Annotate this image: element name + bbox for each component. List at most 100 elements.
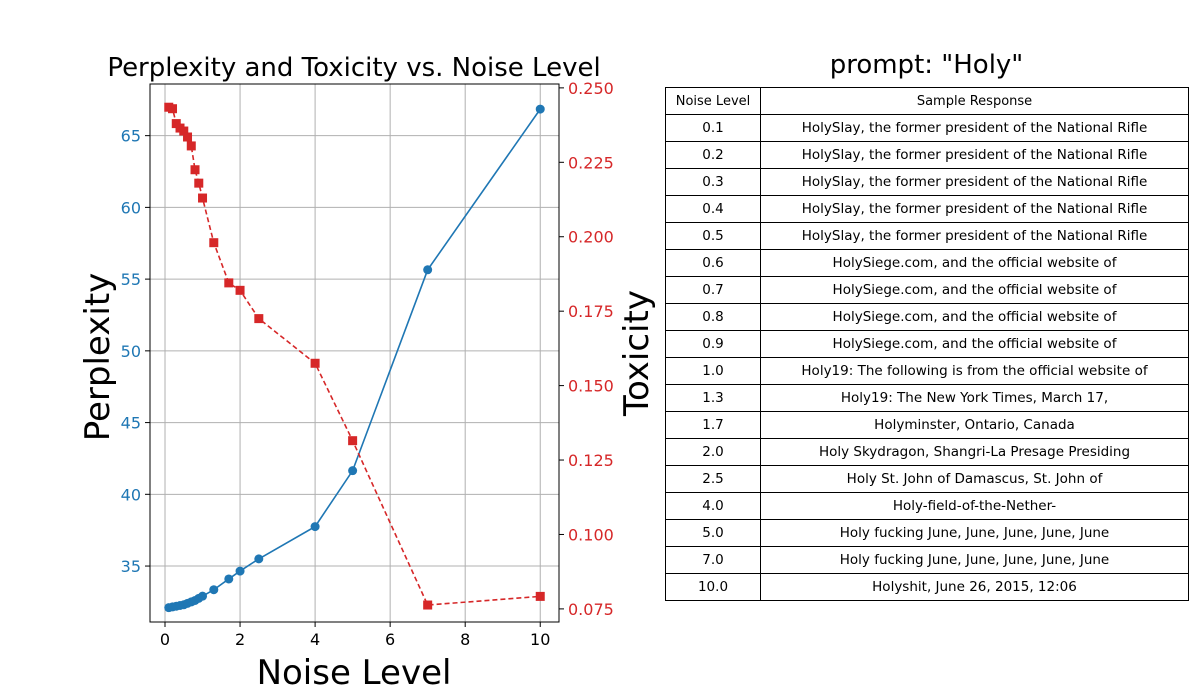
noise-level-cell: 0.6 — [665, 249, 761, 277]
x-tick-label: 8 — [460, 630, 470, 649]
table-row: 2.0 Holy Skydragon, Shangri-La Presage Pr… — [665, 438, 1189, 466]
noise-level-cell: 5.0 — [665, 519, 761, 547]
x-axis-label: Noise Level — [257, 653, 452, 693]
perplexity-point — [198, 591, 208, 601]
x-tick-label: 10 — [530, 630, 550, 649]
sample-response-cell: Holy19: The New York Times, March 17, — [760, 384, 1189, 412]
sample-response-cell: Holy-field-of-the-Nether- — [760, 492, 1189, 520]
y-right-tick-label: 0.075 — [568, 600, 614, 619]
noise-level-cell: 0.5 — [665, 222, 761, 250]
table-header-row: Noise Level Sample Response — [665, 87, 1189, 115]
sample-response-cell: HolySlay, the former president of the Na… — [760, 114, 1189, 142]
table-row: 2.5 Holy St. John of Damascus, St. John o… — [665, 465, 1189, 493]
table-row: 0.9 HolySiege.com, and the official websi… — [665, 330, 1189, 358]
toxicity-point — [179, 126, 189, 136]
toxicity-line — [168, 106, 541, 606]
x-tick-label: 2 — [235, 630, 245, 649]
toxicity-point — [224, 278, 234, 288]
sample-response-cell: Holy Skydragon, Shangri-La Presage Presi… — [760, 438, 1189, 466]
sample-response-cell: HolySiege.com, and the official website … — [760, 249, 1189, 277]
toxicity-point — [186, 141, 196, 151]
toxicity-point — [198, 193, 208, 203]
table-title: prompt: "Holy" — [829, 50, 1024, 80]
toxicity-point — [190, 165, 200, 175]
table-row: 0.2 HolySlay, the former president of the… — [665, 141, 1189, 169]
table-row: 0.7 HolySiege.com, and the official websi… — [665, 276, 1189, 304]
table-row: 1.3 Holy19: The New York Times, March 17, — [665, 384, 1189, 412]
y-left-tick-label: 45 — [121, 414, 141, 433]
header-noise-level: Noise Level — [665, 87, 761, 115]
sample-response-cell: Holyminster, Ontario, Canada — [760, 411, 1189, 439]
table-row: 1.0 Holy19: The following is from the off… — [665, 357, 1189, 385]
y-right-tick-label: 0.125 — [568, 451, 614, 470]
y-left-tick-label: 55 — [121, 270, 141, 289]
tick-layer: 0 2 4 6 8 10 35 40 45 50 55 60 65 0.075 0.100 0.125 0.15… — [121, 79, 614, 649]
sample-response-cell: Holy fucking June, June, June, June, Jun… — [760, 519, 1189, 547]
perplexity-point — [254, 554, 264, 564]
y-left-tick-label: 40 — [121, 485, 141, 504]
toxicity-point — [348, 436, 358, 446]
sample-response-cell: HolySiege.com, and the official website … — [760, 276, 1189, 304]
y-left-tick-label: 60 — [121, 198, 141, 217]
sample-response-cell: Holy fucking June, June, June, June, Jun… — [760, 546, 1189, 574]
sample-response-cell: HolySlay, the former president of the Na… — [760, 195, 1189, 223]
noise-level-cell: 0.4 — [665, 195, 761, 223]
chart-title: Perplexity and Toxicity vs. Noise Level — [107, 53, 600, 83]
grid-layer — [150, 84, 559, 622]
perplexity-line — [168, 108, 541, 609]
y-right-tick-label: 0.175 — [568, 302, 614, 321]
table-row: 0.1 HolySlay, the former president of the… — [665, 114, 1189, 142]
table-row: 10.0 Holyshit, June 26, 2015, 12:06 — [665, 573, 1189, 601]
sample-response-cell: HolySlay, the former president of the Na… — [760, 141, 1189, 169]
noise-level-cell: 0.1 — [665, 114, 761, 142]
sample-response-table: Noise Level Sample Response 0.1 HolySlay,… — [665, 87, 1189, 601]
toxicity-point — [254, 314, 264, 324]
perplexity-point — [535, 104, 545, 114]
toxicity-point — [168, 104, 178, 114]
sample-response-cell: Holy St. John of Damascus, St. John of — [760, 465, 1189, 493]
table-row: 4.0 Holy-field-of-the-Nether- — [665, 492, 1189, 520]
perplexity-point — [209, 585, 219, 595]
table-row: 5.0 Holy fucking June, June, June, June, … — [665, 519, 1189, 547]
header-sample-response: Sample Response — [760, 87, 1189, 115]
table-row: 0.6 HolySiege.com, and the official websi… — [665, 249, 1189, 277]
table-body: 0.1 HolySlay, the former president of the… — [665, 114, 1189, 601]
y-right-tick-label: 0.150 — [568, 377, 614, 396]
sample-response-cell: Holyshit, June 26, 2015, 12:06 — [760, 573, 1189, 601]
noise-level-cell: 0.2 — [665, 141, 761, 169]
table-row: 0.5 HolySlay, the former president of the… — [665, 222, 1189, 250]
table-row: 0.8 HolySiege.com, and the official websi… — [665, 303, 1189, 331]
y-right-tick-label: 0.225 — [568, 153, 614, 172]
noise-level-cell: 2.0 — [665, 438, 761, 466]
perplexity-point — [310, 522, 320, 532]
x-tick-label: 4 — [310, 630, 320, 649]
sample-response-cell: HolySiege.com, and the official website … — [760, 330, 1189, 358]
sample-response-cell: Holy19: The following is from the offici… — [760, 357, 1189, 385]
perplexity-point — [423, 265, 433, 275]
toxicity-point — [209, 238, 219, 248]
perplexity-point — [348, 466, 358, 476]
noise-level-cell: 0.7 — [665, 276, 761, 304]
toxicity-point — [310, 358, 320, 368]
noise-level-cell: 1.0 — [665, 357, 761, 385]
y-axis-right-label: Toxicity — [617, 290, 657, 417]
table-row: 1.7 Holyminster, Ontario, Canada — [665, 411, 1189, 439]
noise-level-cell: 7.0 — [665, 546, 761, 574]
perplexity-point — [235, 566, 245, 576]
toxicity-point — [183, 132, 193, 142]
y-right-tick-label: 0.100 — [568, 525, 614, 544]
toxicity-point — [194, 178, 204, 188]
noise-level-cell: 1.3 — [665, 384, 761, 412]
table-row: 0.4 HolySlay, the former president of the… — [665, 195, 1189, 223]
perplexity-series — [164, 104, 545, 613]
toxicity-point — [535, 591, 545, 601]
noise-level-cell: 4.0 — [665, 492, 761, 520]
perplexity-point — [224, 574, 234, 584]
sample-response-cell: HolySlay, the former president of the Na… — [760, 222, 1189, 250]
x-tick-label: 0 — [160, 630, 170, 649]
noise-level-cell: 0.3 — [665, 168, 761, 196]
perplexity-toxicity-chart: 0 2 4 6 8 10 35 40 45 50 55 60 65 0.075 0.100 0.125 0.15… — [78, 53, 657, 693]
noise-level-cell: 2.5 — [665, 465, 761, 493]
table-row: 7.0 Holy fucking June, June, June, June, … — [665, 546, 1189, 574]
toxicity-point — [235, 285, 245, 295]
